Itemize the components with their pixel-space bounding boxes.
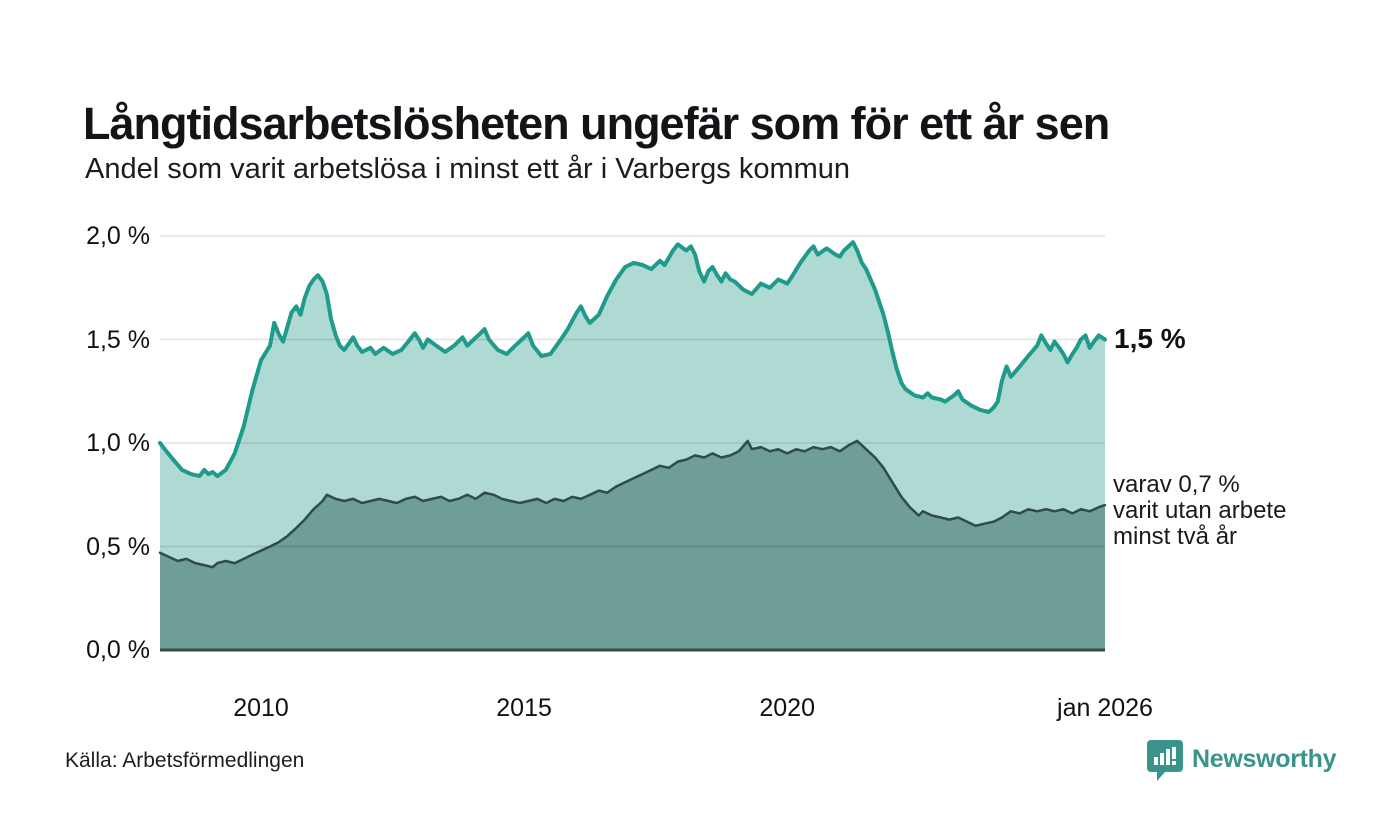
chart-subtitle: Andel som varit arbetslösa i minst ett å… — [85, 153, 851, 185]
y-tick-label: 1,5 % — [86, 325, 150, 354]
secondary-series-annotation: varav 0,7 % varit utan arbete minst två år — [1113, 472, 1286, 550]
y-tick-label: 1,0 % — [86, 429, 150, 457]
x-tick-label: 2015 — [496, 694, 552, 722]
bar-chart-speech-bubble-icon — [1147, 740, 1183, 781]
x-tick-label: 2020 — [759, 694, 815, 722]
x-tick-label: 2010 — [233, 694, 289, 722]
y-tick-label: 2,0 % — [86, 222, 150, 250]
y-tick-label: 0,0 % — [86, 636, 150, 664]
x-tick-label: jan 2026 — [1057, 694, 1153, 722]
newsworthy-logo[interactable]: Newsworthy — [1147, 740, 1337, 782]
newsworthy-logo-text: Newsworthy — [1192, 745, 1337, 773]
source-note: Källa: Arbetsförmedlingen — [65, 749, 305, 772]
secondary-annotation-line: varav 0,7 % — [1113, 471, 1240, 498]
secondary-annotation-line: varit utan arbete — [1113, 497, 1287, 524]
chart-title: Långtidsarbetslösheten ungefär som för e… — [83, 98, 1110, 150]
latest-value-label: 1,5 % — [1114, 322, 1186, 354]
secondary-annotation-line: minst två år — [1113, 523, 1238, 550]
y-tick-label: 0,5 % — [86, 532, 150, 561]
